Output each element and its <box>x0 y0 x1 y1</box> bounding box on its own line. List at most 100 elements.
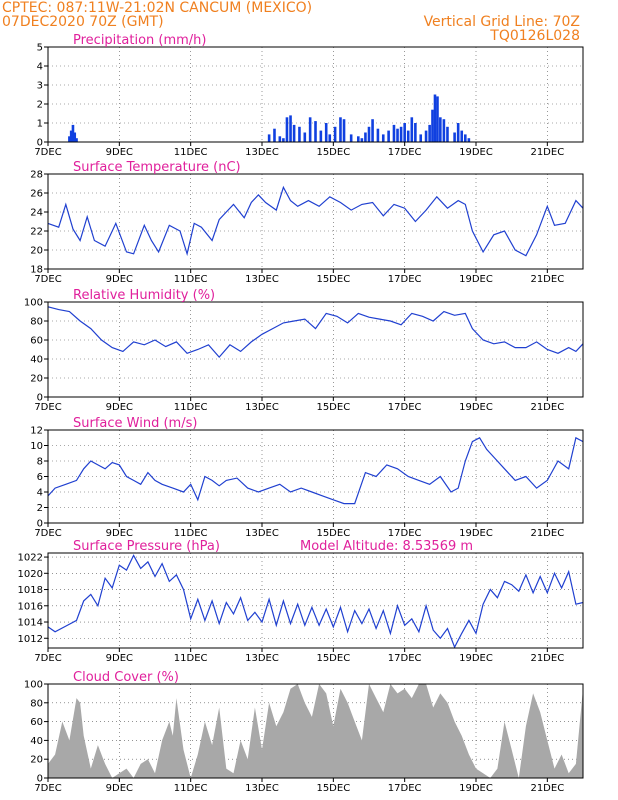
press-series-line <box>47 554 584 649</box>
precip-bar <box>349 134 353 142</box>
xtick-label: 17DEC <box>388 274 422 285</box>
xtick-label: 19DEC <box>459 528 493 539</box>
xtick-label: 19DEC <box>459 653 493 664</box>
wind-series-line <box>47 436 584 505</box>
ytick-label: 0 <box>37 393 43 404</box>
precip-bar <box>453 132 456 142</box>
ytick-label: 20 <box>30 246 43 257</box>
ytick-label: 0 <box>37 774 43 785</box>
ytick-label: 20 <box>30 374 43 385</box>
press-panel: 1012 1014 1016 1018 1020 1022 7DEC 9DEC 11DEC 13D… <box>18 539 584 664</box>
xtick-label: 19DEC <box>459 274 493 285</box>
run-code: TQ0126L028 <box>490 28 580 44</box>
ytick-label: 1018 <box>18 585 43 596</box>
xtick-label: 17DEC <box>388 783 422 794</box>
date-header-line: 07DEC2020 70Z (GMT) <box>2 14 164 30</box>
vertical-grid-note: Vertical Grid Line: 70Z <box>423 14 580 30</box>
precip-bar <box>460 130 464 142</box>
precip-bar <box>303 132 307 142</box>
precip-bar <box>392 124 396 142</box>
xtick-label: 15DEC <box>316 653 350 664</box>
ytick-label: 2 <box>37 100 43 111</box>
precip-panel: 0 1 2 3 4 5 7DEC 9DEC 11DEC 13DEC 15DEC 17DEC 19DEC 2… <box>34 33 584 158</box>
press-title: Surface Pressure (hPa) <box>73 539 220 554</box>
ytick-label: 1012 <box>18 634 43 645</box>
precip-bar <box>339 117 342 142</box>
precip-bar <box>436 96 439 142</box>
cloud-panel: 0 20 40 60 80 100 7DEC 9DEC 11DEC 13DEC 15DEC 17DEC… <box>24 670 584 794</box>
precip-bar <box>419 134 423 142</box>
precip-title: Precipitation (mm/h) <box>73 33 206 48</box>
xtick-label: 19DEC <box>459 783 493 794</box>
xtick-label: 19DEC <box>459 402 493 413</box>
xtick-label: 21DEC <box>530 653 564 664</box>
precip-bar <box>289 115 292 142</box>
xtick-label: 9DEC <box>106 783 133 794</box>
precip-bar <box>442 119 446 142</box>
xtick-label: 15DEC <box>316 783 350 794</box>
ytick-label: 4 <box>37 62 43 73</box>
ytick-label: 2 <box>37 503 43 514</box>
xtick-label: 11DEC <box>174 402 208 413</box>
cloud-title: Cloud Cover (%) <box>73 670 179 685</box>
xtick-label: 9DEC <box>106 653 133 664</box>
ytick-label: 18 <box>30 265 43 276</box>
precip-bar <box>446 126 449 142</box>
precip-bar <box>428 124 431 142</box>
ytick-label: 26 <box>30 189 43 200</box>
temp-title: Surface Temperature (nC) <box>73 160 241 175</box>
precip-bar <box>410 117 414 142</box>
cloud-cover-area <box>48 684 583 778</box>
precip-bar <box>73 132 77 142</box>
xtick-label: 7DEC <box>34 783 61 794</box>
precip-bar <box>324 123 328 142</box>
xtick-label: 17DEC <box>388 528 422 539</box>
precip-bar <box>298 126 301 142</box>
rh-series-line <box>47 306 584 359</box>
ytick-label: 8 <box>37 457 43 468</box>
xtick-label: 17DEC <box>388 147 422 158</box>
station-header-line: CPTEC: 087:11W-21:02N CANCUM (MEXICO) <box>2 0 313 16</box>
ytick-label: 3 <box>37 81 43 92</box>
xtick-label: 11DEC <box>174 783 208 794</box>
ytick-label: 1014 <box>18 618 43 629</box>
model-altitude-annotation: Model Altitude: 8.53569 m <box>300 539 473 554</box>
precip-bar <box>424 130 428 142</box>
ytick-label: 100 <box>24 680 43 691</box>
precip-bar <box>282 138 285 142</box>
xtick-label: 7DEC <box>34 528 61 539</box>
ytick-label: 40 <box>30 355 43 366</box>
xtick-label: 11DEC <box>174 147 208 158</box>
precip-bar <box>439 117 442 142</box>
precip-bar <box>414 123 417 142</box>
xtick-label: 7DEC <box>34 274 61 285</box>
precip-bar <box>403 123 406 142</box>
xtick-label: 7DEC <box>34 147 61 158</box>
precip-bar <box>267 134 271 142</box>
precip-bar <box>75 138 78 142</box>
xtick-label: 9DEC <box>106 274 133 285</box>
ytick-label: 1 <box>37 119 43 130</box>
xtick-label: 21DEC <box>530 274 564 285</box>
wind-panel: 0 2 4 6 8 10 12 7DEC 9DEC 11DEC 13DEC 15DEC 17DEC 19D… <box>30 416 584 539</box>
ytick-label: 0 <box>37 138 43 149</box>
ytick-label: 80 <box>30 698 43 709</box>
ytick-label: 1016 <box>18 601 43 612</box>
ytick-label: 20 <box>30 755 43 766</box>
wind-title: Surface Wind (m/s) <box>73 416 197 431</box>
precip-bar <box>406 130 410 142</box>
xtick-label: 19DEC <box>459 147 493 158</box>
ytick-label: 6 <box>37 472 43 483</box>
xtick-label: 13DEC <box>245 783 279 794</box>
temp-series-line <box>47 185 584 257</box>
precip-bar <box>387 130 390 142</box>
precip-bar <box>464 134 467 142</box>
ytick-label: 22 <box>30 227 43 238</box>
temp-panel: 18 20 22 24 26 28 7DEC 9DEC 11DEC 13DEC 15DEC 17DEC… <box>30 160 584 285</box>
precip-bar <box>381 134 385 142</box>
xtick-label: 13DEC <box>245 402 279 413</box>
precip-bar <box>367 126 371 142</box>
precip-bar <box>399 126 403 142</box>
precip-bar <box>319 130 323 142</box>
